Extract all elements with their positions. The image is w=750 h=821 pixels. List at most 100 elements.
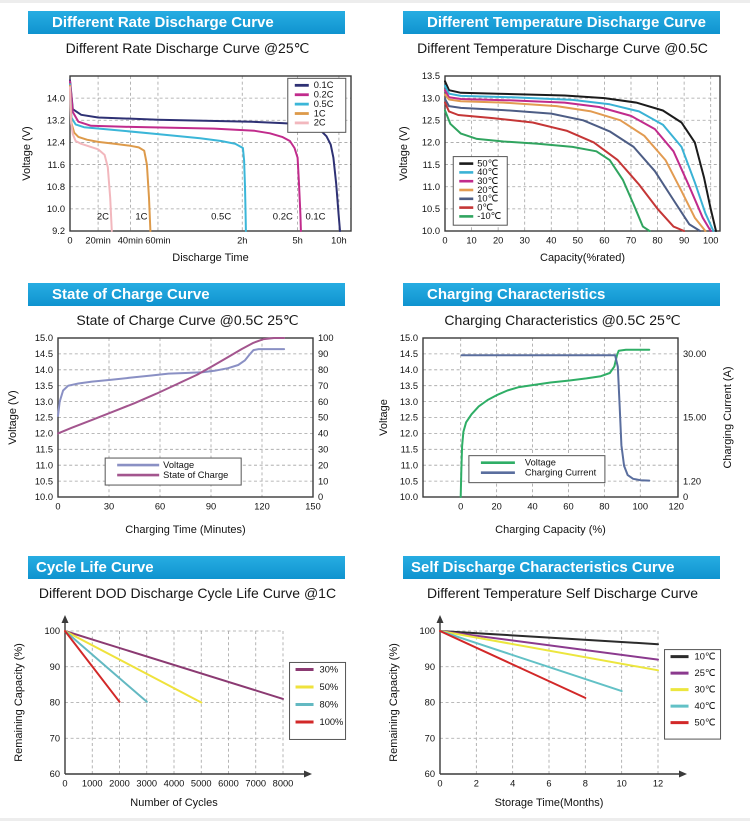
svg-text:15.00: 15.00 [683, 413, 706, 423]
svg-text:Remaining Capacity (%): Remaining Capacity (%) [388, 643, 400, 762]
svg-text:30%: 30% [320, 664, 339, 674]
svg-text:90: 90 [318, 349, 328, 359]
svg-text:10℃: 10℃ [477, 194, 498, 204]
svg-text:90: 90 [206, 502, 216, 512]
svg-text:0.2C: 0.2C [273, 211, 293, 222]
self-discharge-chart: 0 2 4 6 8 10 12 60 70 80 90 100 Storage Time(Months)… [375, 605, 750, 810]
svg-text:Storage Time(Months): Storage Time(Months) [495, 797, 604, 809]
svg-text:14.5: 14.5 [35, 349, 53, 359]
svg-text:12.0: 12.0 [35, 429, 53, 439]
panel-subtitle: Different Temperature Self Discharge Cur… [426, 585, 699, 601]
svg-text:0.2C: 0.2C [314, 90, 334, 100]
svg-text:0: 0 [442, 236, 447, 246]
svg-text:10℃: 10℃ [695, 651, 716, 661]
svg-text:60: 60 [425, 769, 435, 779]
svg-text:3000: 3000 [136, 779, 157, 789]
svg-text:5000: 5000 [191, 779, 212, 789]
svg-text:4: 4 [510, 779, 515, 789]
svg-text:1.20: 1.20 [683, 476, 701, 486]
chart-canvas: 0 30 60 90 120 150 10.0 10.5 11.0 11.5 12.0 12.5 13.… [7, 333, 334, 536]
svg-text:0: 0 [62, 779, 67, 789]
panel-header: Different Temperature Discharge Curve [403, 11, 720, 34]
svg-text:50: 50 [573, 236, 583, 246]
svg-text:10.0: 10.0 [35, 492, 53, 502]
svg-text:2C: 2C [314, 118, 326, 128]
svg-text:80: 80 [425, 698, 435, 708]
svg-text:5h: 5h [292, 236, 302, 246]
svg-text:Capacity(%rated): Capacity(%rated) [540, 252, 625, 264]
svg-text:10.5: 10.5 [400, 476, 418, 486]
svg-text:20: 20 [491, 502, 501, 512]
svg-text:80: 80 [652, 236, 662, 246]
svg-text:8: 8 [583, 779, 588, 789]
svg-text:50℃: 50℃ [695, 717, 716, 727]
svg-text:30℃: 30℃ [695, 684, 716, 694]
svg-text:6: 6 [546, 779, 551, 789]
svg-text:100: 100 [703, 236, 719, 246]
svg-text:Charging Current (A): Charging Current (A) [722, 366, 734, 468]
svg-text:Voltage: Voltage [163, 460, 194, 470]
svg-text:4000: 4000 [164, 779, 185, 789]
panel-subtitle: Different DOD Discharge Cycle Life Curve… [38, 585, 337, 601]
panel-header: Self Discharge Characteristics Curve [403, 556, 720, 579]
svg-text:14.0: 14.0 [47, 93, 65, 103]
svg-text:40: 40 [527, 502, 537, 512]
svg-text:10.5: 10.5 [422, 204, 440, 214]
svg-text:30: 30 [520, 236, 530, 246]
svg-text:10.8: 10.8 [47, 182, 65, 192]
chart-canvas: 0 2 4 6 8 10 12 60 70 80 90 100 Storage Time(Months)… [388, 615, 722, 809]
svg-text:80: 80 [50, 698, 60, 708]
panel-subtitle: State of Charge Curve @0.5C 25℃ [76, 312, 299, 328]
svg-text:0: 0 [437, 779, 442, 789]
svg-text:13.2: 13.2 [47, 115, 65, 125]
svg-text:120: 120 [254, 502, 270, 512]
svg-text:Voltage: Voltage [378, 399, 390, 436]
svg-text:2C: 2C [97, 211, 109, 222]
chart-canvas: 0 20min 40min 60min 2h 5h 10h 9.2 10.0 10.8 11.6 12… [21, 75, 352, 264]
svg-text:8000: 8000 [273, 779, 294, 789]
svg-text:60: 60 [563, 502, 573, 512]
svg-text:14.5: 14.5 [400, 349, 418, 359]
svg-text:70: 70 [50, 733, 60, 743]
svg-text:10h: 10h [331, 236, 347, 246]
svg-text:120: 120 [668, 502, 684, 512]
svg-text:30: 30 [318, 445, 328, 455]
panel-header: Cycle Life Curve [28, 556, 345, 579]
svg-text:11.0: 11.0 [36, 460, 53, 470]
svg-text:40min: 40min [118, 236, 143, 246]
panel-header-label: Cycle Life Curve [36, 559, 154, 576]
svg-text:0: 0 [458, 502, 463, 512]
svg-text:7000: 7000 [245, 779, 266, 789]
panel-header-label: Self Discharge Characteristics Curve [411, 559, 675, 576]
svg-text:60: 60 [318, 397, 328, 407]
svg-text:100: 100 [419, 626, 435, 636]
panel-subtitle: Charging Characteristics @0.5C 25℃ [444, 312, 681, 328]
svg-text:60min: 60min [145, 236, 170, 246]
svg-text:Remaining Capacity (%): Remaining Capacity (%) [13, 643, 25, 762]
svg-text:80: 80 [599, 502, 609, 512]
svg-text:20: 20 [493, 236, 503, 246]
svg-text:150: 150 [305, 502, 321, 512]
panel-cycle-life: Cycle Life Curve Different DOD Discharge… [0, 548, 375, 818]
svg-text:10.0: 10.0 [422, 226, 440, 236]
panel-state-of-charge: State of Charge Curve State of Charge Cu… [0, 275, 375, 548]
svg-text:13.0: 13.0 [35, 397, 53, 407]
svg-text:2h: 2h [237, 236, 247, 246]
svg-text:60: 60 [50, 769, 60, 779]
svg-text:10: 10 [466, 236, 476, 246]
svg-text:0: 0 [67, 236, 72, 246]
svg-text:15.0: 15.0 [35, 333, 53, 343]
svg-text:0℃: 0℃ [477, 202, 493, 212]
rate-discharge-chart: 0 20min 40min 60min 2h 5h 10h 9.2 10.0 10.8 11.6 12… [0, 60, 375, 265]
svg-text:Voltage (V): Voltage (V) [21, 126, 33, 180]
chart-canvas: 0 20 40 60 80 100 120 10.0 10.5 11.0 11.5 12.0 12.5 1… [378, 333, 734, 536]
svg-text:20: 20 [318, 460, 328, 470]
svg-text:15.0: 15.0 [400, 333, 418, 343]
svg-text:40℃: 40℃ [695, 701, 716, 711]
svg-text:1000: 1000 [82, 779, 103, 789]
svg-text:25℃: 25℃ [695, 668, 716, 678]
svg-text:50℃: 50℃ [477, 158, 498, 168]
svg-text:10: 10 [616, 779, 626, 789]
svg-text:100%: 100% [320, 717, 344, 727]
svg-text:70: 70 [626, 236, 636, 246]
